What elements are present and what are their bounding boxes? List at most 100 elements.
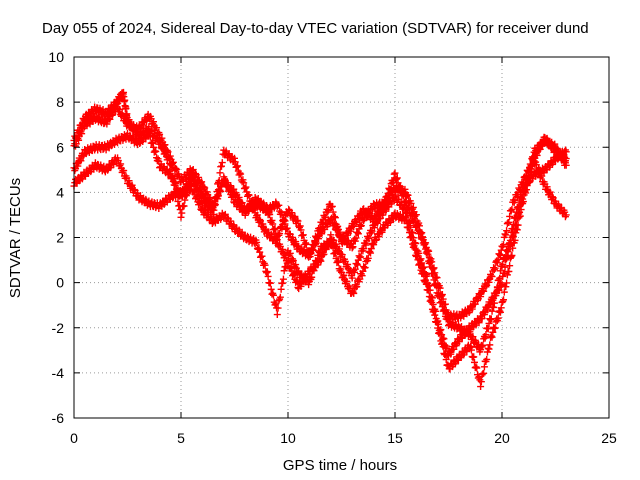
data-point (340, 271, 348, 279)
data-point (425, 286, 433, 294)
data-point (429, 270, 437, 278)
data-point (214, 186, 222, 194)
data-point (354, 261, 362, 269)
data-point (163, 146, 171, 154)
data-point (334, 258, 342, 266)
data-point (407, 199, 415, 207)
data-point (267, 285, 275, 293)
data-point (348, 244, 356, 252)
data-point (354, 230, 362, 238)
data-point (168, 174, 176, 182)
data-point (169, 158, 177, 166)
data-point (455, 338, 463, 346)
data-point (239, 176, 247, 184)
data-point (408, 234, 416, 242)
x-tick-label: 0 (70, 430, 78, 446)
data-point (294, 217, 302, 225)
data-point (234, 162, 242, 170)
data-point (152, 148, 160, 156)
data-point (390, 170, 398, 178)
data-point (414, 221, 422, 229)
data-point (493, 289, 501, 297)
data-point (432, 282, 440, 290)
data-point (146, 130, 154, 138)
data-point (496, 274, 504, 282)
data-point (478, 343, 486, 351)
data-point (415, 261, 423, 269)
data-point (431, 311, 439, 319)
data-point (221, 210, 229, 218)
data-point (551, 156, 559, 164)
data-point (425, 259, 433, 267)
data-point (501, 230, 509, 238)
data-point (505, 218, 513, 226)
data-point (488, 307, 496, 315)
data-point (253, 212, 261, 220)
data-point (77, 157, 85, 165)
data-point (331, 213, 339, 221)
data-point (492, 318, 500, 326)
data-point (302, 240, 310, 248)
data-point (279, 221, 287, 229)
data-point (259, 220, 267, 228)
data-point (428, 298, 436, 306)
data-point (401, 185, 409, 193)
data-point (503, 227, 511, 235)
data-point (327, 231, 335, 239)
data-point (404, 191, 412, 199)
data-point (357, 222, 365, 230)
data-point (553, 144, 561, 152)
data-point (324, 241, 332, 249)
data-point (507, 207, 515, 215)
data-point (393, 175, 401, 183)
data-point (349, 288, 357, 296)
data-point (192, 170, 200, 178)
data-point (351, 265, 359, 273)
data-point (548, 193, 556, 201)
data-point (273, 202, 281, 210)
data-point (266, 210, 274, 218)
data-point (350, 268, 358, 276)
data-point (180, 202, 188, 210)
data-point (496, 307, 504, 315)
data-point (331, 249, 339, 257)
data-point (442, 356, 450, 364)
data-point (466, 328, 474, 336)
data-point (410, 242, 418, 250)
data-point (368, 227, 376, 235)
data-point (474, 340, 482, 348)
data-point (484, 325, 492, 333)
data-point (427, 263, 435, 271)
data-point (320, 250, 328, 258)
data-point (316, 256, 324, 264)
data-point (327, 215, 335, 223)
data-point (406, 229, 414, 237)
data-point (548, 160, 556, 168)
data-point (506, 241, 514, 249)
data-point (74, 162, 82, 170)
data-point (231, 158, 239, 166)
data-point (237, 170, 245, 178)
y-tick-label: -2 (52, 320, 65, 336)
data-point (402, 217, 410, 225)
data-point (197, 179, 205, 187)
data-point (334, 257, 342, 265)
data-point (422, 280, 430, 288)
x-tick-label: 10 (280, 430, 296, 446)
data-point (103, 120, 111, 128)
data-point (195, 173, 203, 181)
data-point (438, 303, 446, 311)
data-point (116, 105, 124, 113)
data-point (253, 238, 261, 246)
data-point (532, 161, 540, 169)
data-point (285, 205, 293, 213)
data-point (189, 166, 197, 174)
data-point (261, 261, 269, 269)
data-point (400, 202, 408, 210)
data-point (470, 353, 478, 361)
data-point (286, 249, 294, 257)
data-point (502, 251, 510, 259)
data-point (165, 170, 173, 178)
data-point (272, 300, 280, 308)
data-point (347, 227, 355, 235)
